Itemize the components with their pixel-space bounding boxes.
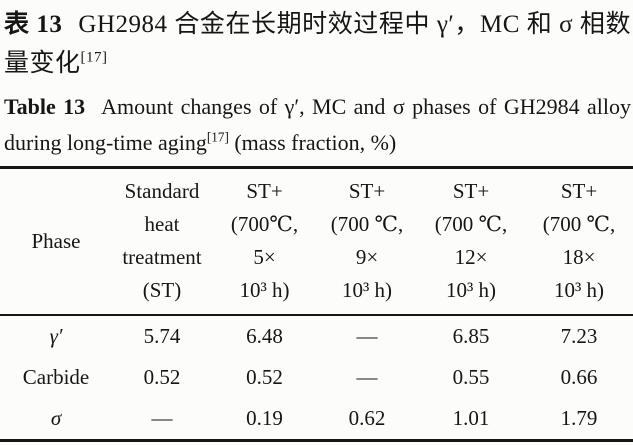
col-header-line: (700 ℃, [330,212,404,236]
col-header-phase: Phase [0,167,112,316]
col-header-line: heat [144,212,180,236]
cell-value: 6.85 [452,324,490,348]
col-header-line: (700 ℃, [542,212,616,236]
col-header-line: 10³ h) [553,278,605,302]
col-header-line: ST+ [348,179,386,203]
col-header-line: Standard [124,179,200,203]
caption-english-suffix: (mass fraction, %) [228,130,397,155]
cell-value: 0.55 [452,365,490,389]
cell-value: — [356,324,378,348]
phase-label: γ′ [49,324,63,348]
cell-value: 0.52 [246,365,283,389]
col-header-line: 18× [562,245,596,269]
col-header-line: (700℃, [230,212,299,236]
caption-english-label: Table 13 [4,94,86,119]
col-header-line: Phase [31,228,81,253]
caption-english-reference: [17] [206,129,229,145]
col-header-st-5000h: ST+ (700℃, 5× 10³ h) [212,167,317,316]
cell-value: 0.19 [246,406,283,430]
table-row-sigma: σ — 0.19 0.62 1.01 1.79 [0,398,633,441]
caption-english: Table 13 Amount changes of γ′, MC and σ p… [0,89,633,161]
col-header-line: 9× [355,245,379,269]
phase-label: Carbide [22,365,90,389]
col-header-line: 10³ h) [445,278,497,302]
col-header-line: ST+ [452,179,490,203]
col-header-st-12000h: ST+ (700 ℃, 12× 10³ h) [417,167,525,316]
phase-amount-table: Phase Standard heat treatment (ST) ST+ (… [0,166,633,442]
cell-value: 0.66 [560,365,598,389]
col-header-line: 12× [454,245,488,269]
table-row-carbide: Carbide 0.52 0.52 — 0.55 0.66 [0,357,633,398]
caption-english-text: Amount changes of γ′, MC and σ phases of… [4,94,631,155]
cell-value: 1.79 [560,406,598,430]
col-header-line: 5× [253,245,276,269]
col-header-line: treatment [122,245,202,269]
cell-value: 5.74 [143,324,181,348]
cell-value: 7.23 [560,324,598,348]
cell-value: 1.01 [452,406,490,430]
caption-chinese: 表 13 GH2984 合金在长期时效过程中 γ′，MC 和 σ 相数量变化[17… [0,5,633,83]
phase-label: σ [50,406,62,430]
caption-chinese-label: 表 13 [4,11,63,38]
col-header-line: (700 ℃, [434,212,508,236]
caption-chinese-reference: [17] [80,49,108,66]
col-header-line: ST+ [246,179,283,203]
cell-value: 0.62 [348,406,386,430]
cell-value: — [356,365,378,389]
col-header-line: ST+ [560,179,598,203]
cell-value: 6.48 [246,324,283,348]
col-header-st-9000h: ST+ (700 ℃, 9× 10³ h) [317,167,417,316]
col-header-line: 10³ h) [239,278,290,302]
caption-chinese-text: GH2984 合金在长期时效过程中 γ′，MC 和 σ 相数量变化 [4,11,631,77]
col-header-st-18000h: ST+ (700 ℃, 18× 10³ h) [525,167,633,316]
cell-value: 0.52 [143,365,181,389]
col-header-line: 10³ h) [341,278,393,302]
table-header-row: Phase Standard heat treatment (ST) ST+ (… [0,167,633,316]
col-header-line: (ST) [142,278,182,302]
col-header-standard-heat-treatment: Standard heat treatment (ST) [112,167,212,316]
table-row-gamma-prime: γ′ 5.74 6.48 — 6.85 7.23 [0,315,633,357]
cell-value: — [151,406,173,430]
